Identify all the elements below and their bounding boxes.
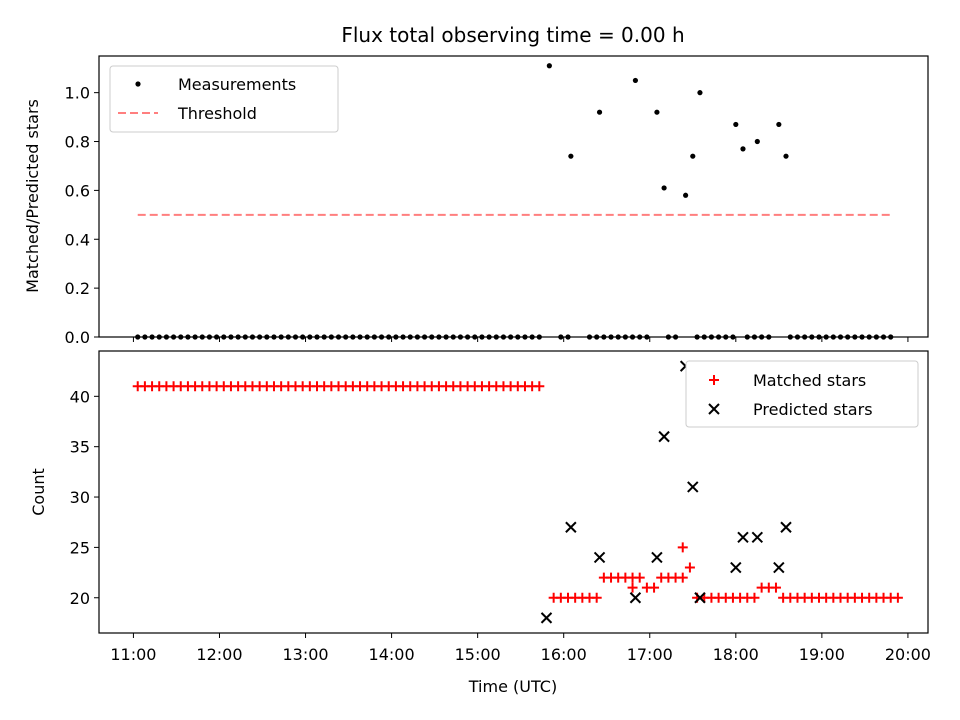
bottom-ytick-label: 25 bbox=[70, 538, 90, 557]
top-panel: 0.0 0.2 0.4 0.6 0.8 1.0 Measurements Threshold bbox=[65, 55, 929, 347]
predicted-star-point bbox=[737, 531, 749, 544]
bottom-panel-frame bbox=[98, 350, 929, 634]
bottom-legend-box bbox=[685, 360, 919, 428]
matched-star-point bbox=[627, 582, 638, 593]
matched-star-point bbox=[677, 542, 688, 553]
measurement-point bbox=[654, 109, 660, 115]
bottom-xtick-label: 11:00 bbox=[110, 645, 156, 664]
measurement-point bbox=[546, 63, 552, 69]
bottom-xtick-label: 19:00 bbox=[799, 645, 845, 664]
bottom-xtick-label: 16:00 bbox=[541, 645, 587, 664]
bottom-xtick-label: 17:00 bbox=[627, 645, 673, 664]
bottom-xtick-label: 14:00 bbox=[369, 645, 415, 664]
predicted-legend-label: Predicted stars bbox=[753, 400, 873, 419]
matched-star-point bbox=[534, 381, 545, 392]
top-ytick-label: 0.4 bbox=[65, 230, 90, 249]
measurement-point bbox=[754, 138, 760, 145]
top-ytick-label: 0.0 bbox=[65, 328, 90, 347]
x-axis-label: Time (UTC) bbox=[468, 677, 557, 696]
bottom-ytick-label: 35 bbox=[70, 438, 90, 457]
chart-title: Flux total observing time = 0.00 h bbox=[341, 23, 684, 47]
measurement-point bbox=[632, 77, 639, 84]
bottom-panel: 20 25 30 35 40 11:00 12:00 13:00 14:00 15:00 16:00… bbox=[70, 350, 931, 664]
bottom-ytick-label: 20 bbox=[70, 589, 90, 608]
matched-star-point bbox=[892, 592, 903, 603]
matched-star-point bbox=[591, 592, 602, 603]
top-ytick-label: 1.0 bbox=[65, 84, 90, 103]
predicted-star-point bbox=[687, 481, 699, 493]
matched-legend-marker bbox=[709, 375, 719, 385]
matched-star-point bbox=[684, 562, 695, 573]
measurement-point bbox=[740, 146, 746, 152]
matched-star-point bbox=[634, 572, 645, 583]
matched-star-point bbox=[749, 592, 760, 603]
top-legend-box bbox=[109, 65, 339, 133]
predicted-star-point bbox=[694, 592, 706, 604]
predicted-star-point bbox=[651, 551, 663, 564]
predicted-legend-marker bbox=[708, 403, 720, 415]
measurement-point bbox=[776, 121, 782, 128]
predicted-star-point bbox=[780, 521, 792, 533]
predicted-star-point bbox=[773, 561, 785, 574]
top-ytick-label: 0.8 bbox=[65, 133, 90, 152]
measurement-point bbox=[690, 153, 696, 159]
threshold-legend-label: Threshold bbox=[177, 104, 257, 123]
matched-legend-label: Matched stars bbox=[753, 371, 866, 390]
top-ytick-label: 0.2 bbox=[65, 279, 90, 298]
measurements-legend-marker bbox=[135, 81, 141, 87]
bottom-xtick-label: 12:00 bbox=[196, 645, 242, 664]
bottom-legend: Matched stars Predicted stars bbox=[685, 360, 919, 428]
bottom-ytick-label: 40 bbox=[70, 387, 90, 406]
predicted-star-point bbox=[730, 561, 742, 574]
matched-star-point bbox=[770, 582, 781, 593]
predicted-star-point bbox=[658, 430, 670, 443]
matched-star-point bbox=[649, 582, 660, 593]
measurement-point bbox=[661, 185, 667, 191]
top-y-axis-label: Matched/Predicted stars bbox=[23, 99, 42, 293]
bottom-xtick-label: 15:00 bbox=[455, 645, 501, 664]
measurement-point bbox=[683, 192, 689, 198]
predicted-star-point bbox=[629, 592, 642, 604]
bottom-xtick-label: 18:00 bbox=[713, 645, 759, 664]
bottom-xtick-label: 20:00 bbox=[885, 645, 931, 664]
bottom-ytick-label: 30 bbox=[70, 488, 90, 507]
measurement-point bbox=[697, 90, 703, 96]
predicted-star-point bbox=[751, 531, 764, 544]
bottom-xtick-label: 13:00 bbox=[282, 645, 328, 664]
predicted-star-point bbox=[540, 612, 553, 624]
predicted-star-point bbox=[565, 521, 577, 533]
predicted-star-point bbox=[593, 551, 606, 564]
measurement-point bbox=[596, 109, 603, 115]
top-panel-frame bbox=[98, 55, 929, 338]
matched-star-point bbox=[677, 572, 688, 583]
bottom-y-axis-label: Count bbox=[29, 468, 48, 516]
measurement-point bbox=[733, 121, 739, 128]
measurement-point bbox=[568, 153, 574, 159]
top-legend: Measurements Threshold bbox=[109, 65, 339, 133]
measurements-legend-label: Measurements bbox=[178, 75, 296, 94]
measurement-point bbox=[783, 153, 789, 159]
top-ytick-label: 0.6 bbox=[65, 181, 90, 200]
